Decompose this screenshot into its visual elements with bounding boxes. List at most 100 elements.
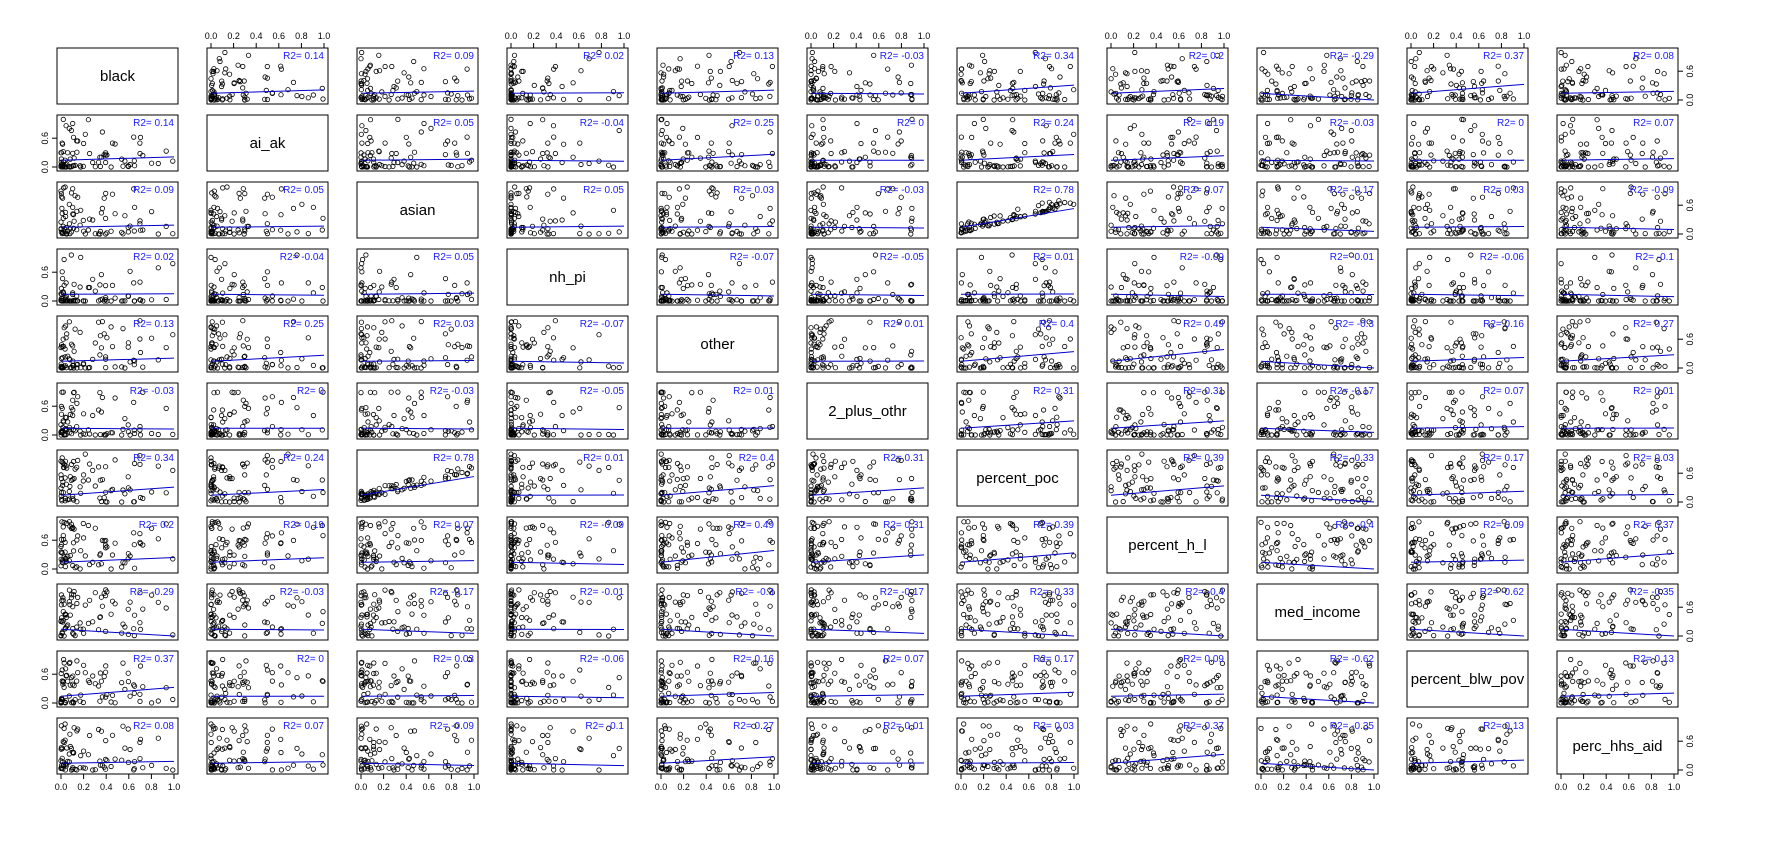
scatter-point	[991, 97, 997, 103]
scatter-point	[508, 66, 514, 72]
scatter-point	[108, 164, 114, 170]
scatter-point	[80, 163, 86, 169]
panel-other-vs-black: R2= 0.13	[56, 315, 179, 373]
r2-label: R2= -0.17	[1330, 386, 1375, 397]
scatter-point	[448, 162, 454, 168]
scatter-point	[219, 81, 225, 87]
scatter-point	[369, 150, 375, 156]
scatter-point	[616, 127, 622, 134]
panel-2_plus_othr-vs-nh_pi: R2= -0.05	[506, 382, 629, 440]
scatter-point	[1333, 96, 1339, 102]
scatter-point	[109, 140, 116, 146]
scatter-point	[678, 78, 685, 84]
panel-black-vs-black: black	[56, 47, 179, 105]
scatter-point	[552, 150, 559, 157]
scatter-point	[219, 97, 225, 103]
scatter-point	[87, 150, 93, 157]
scatter-point	[1561, 66, 1567, 72]
scatter-point	[871, 52, 877, 58]
scatter-point	[421, 92, 427, 98]
r2-label: R2= 0.31	[1033, 386, 1074, 397]
scatter-point	[1495, 78, 1501, 84]
scatter-point	[1203, 93, 1210, 99]
panel-nh_pi-vs-nh_pi: nh_pi	[506, 248, 629, 306]
scatter-point	[1262, 92, 1269, 98]
scatter-point	[1440, 70, 1446, 76]
scatter-point	[245, 52, 252, 58]
scatter-point	[103, 150, 109, 156]
regression-line	[60, 156, 175, 161]
scatter-point	[991, 68, 998, 75]
panel-asian-vs-percent_blw_pov: R2= 0.03	[1406, 181, 1529, 239]
r2-label: R2= 0.09	[133, 185, 174, 196]
scatter-point	[694, 63, 701, 69]
r2-label: R2= -0.29	[1330, 51, 1375, 62]
scatter-point	[358, 80, 364, 87]
panel-nh_pi-vs-perc_hhs_aid: R2= -0.1	[1556, 248, 1679, 306]
r2-label: R2= 0.24	[1033, 118, 1074, 129]
scatter-point	[707, 68, 713, 75]
scatter-point	[1471, 92, 1477, 98]
scatter-point	[1331, 87, 1337, 93]
scatter-point	[1126, 95, 1132, 101]
scatter-point	[210, 71, 216, 77]
panel-nh_pi-vs-2_plus_othr: R2= -0.05	[806, 248, 929, 306]
scatter-point	[545, 96, 551, 102]
scatter-point	[442, 79, 448, 85]
scatter-point	[1585, 96, 1592, 103]
scatter-point	[717, 163, 724, 170]
scatter-point	[1042, 56, 1049, 62]
scatter-point	[219, 83, 225, 90]
scatter-point	[738, 95, 745, 101]
scatter-point	[832, 68, 838, 75]
scatter-point	[1410, 95, 1416, 101]
scatter-point	[214, 95, 220, 101]
scatter-point	[363, 127, 369, 134]
scatter-point	[408, 80, 414, 86]
r2-label: R2= 0.34	[1033, 51, 1074, 62]
scatter-point	[1580, 77, 1586, 84]
r2-label: R2= 0.37	[1483, 51, 1524, 62]
scatter-point	[365, 66, 371, 72]
scatter-point	[1275, 95, 1281, 101]
scatter-point	[678, 83, 684, 90]
r2-label: R2= 0.2	[1189, 51, 1225, 62]
scatter-point	[1136, 96, 1142, 102]
panel-black-vs-other: R2= 0.13	[656, 47, 779, 105]
scatter-point	[726, 96, 732, 102]
panel-black-vs-nh_pi: R2= 0.02	[506, 47, 629, 105]
r2-label: R2= -0.17	[1330, 185, 1375, 196]
scatter-point	[818, 91, 824, 97]
scatter-point	[1562, 87, 1568, 93]
scatter-point	[1113, 71, 1119, 77]
scatter-point	[661, 71, 667, 77]
scatter-point	[1337, 56, 1343, 62]
scatter-point	[1307, 66, 1313, 72]
scatter-point	[240, 85, 246, 91]
scatter-point	[208, 95, 214, 101]
scatter-point	[658, 70, 664, 76]
scatter-point	[680, 125, 686, 131]
scatter-point	[616, 93, 622, 99]
r2-label: R2= 0.03	[1483, 185, 1524, 196]
scatter-point	[1583, 78, 1589, 84]
scatter-point	[1261, 49, 1267, 56]
scatter-point	[1627, 78, 1633, 84]
panel-other-vs-percent_h_l: R2= 0.49	[1106, 315, 1229, 373]
scatter-point	[508, 97, 514, 103]
scatter-point	[766, 81, 772, 87]
scatter-point	[362, 71, 368, 77]
panel-nh_pi-vs-asian: R2= 0.05	[356, 248, 479, 306]
panel-asian-vs-asian: asian	[356, 181, 479, 239]
scatter-point	[828, 63, 834, 70]
scatter-point	[1613, 93, 1619, 99]
scatter-point	[1448, 81, 1454, 87]
scatter-point	[1649, 80, 1656, 86]
scatter-point	[958, 78, 965, 84]
scatter-point	[659, 97, 665, 103]
scatter-point	[546, 80, 552, 87]
scatter-point	[511, 150, 517, 156]
scatter-point	[459, 163, 465, 169]
scatter-point	[1354, 58, 1360, 65]
scatter-point	[1412, 80, 1418, 87]
